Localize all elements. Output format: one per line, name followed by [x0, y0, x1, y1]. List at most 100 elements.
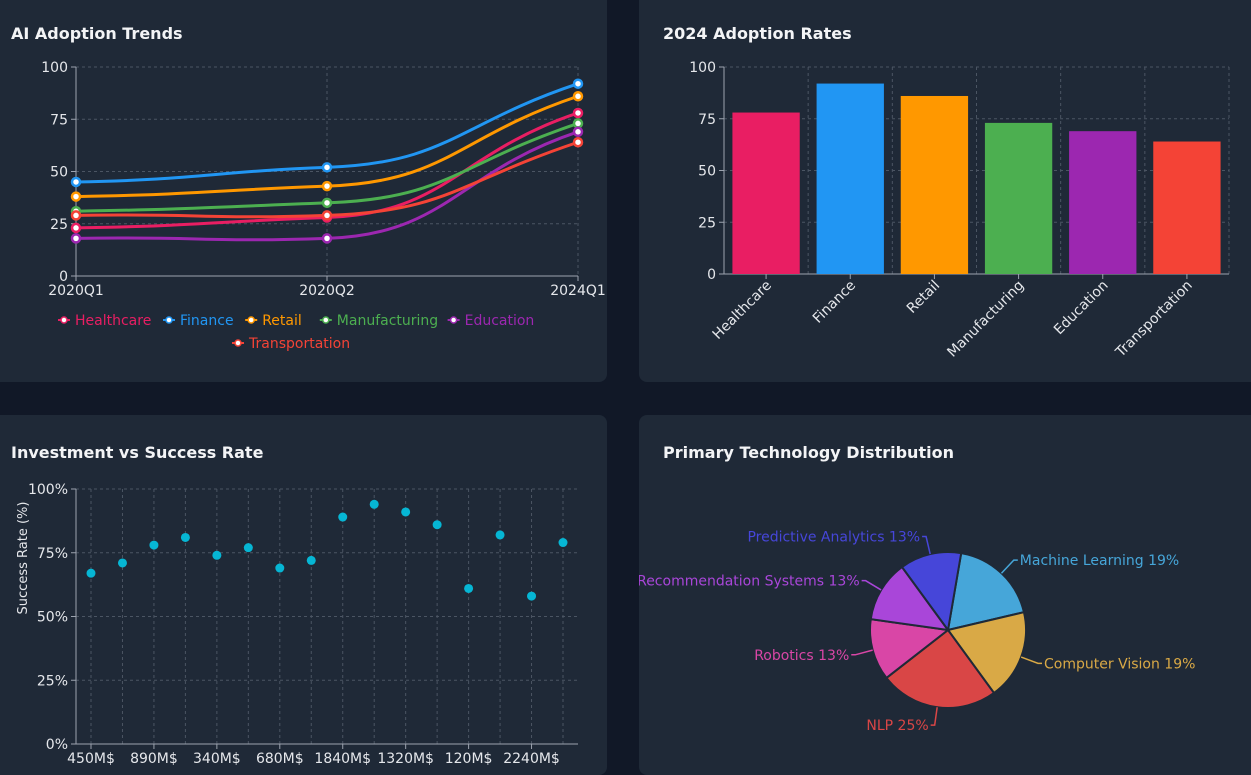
scatter-point	[243, 543, 253, 553]
scatter-point	[212, 550, 222, 560]
scatter-point	[401, 507, 411, 517]
x-tick-label: 450M$	[67, 751, 115, 767]
x-tick-label: Manufacturing	[944, 278, 1027, 361]
x-tick-label: 340M$	[193, 751, 241, 767]
y-tick-label: 25%	[37, 673, 68, 689]
pie-slice	[885, 628, 996, 709]
legend-swatch-dot	[247, 316, 255, 324]
pie-leader-line	[1020, 656, 1043, 665]
trends-card: AI Adoption Trends 0 25 50 75 100 2020Q1 2020Q…	[0, 0, 607, 382]
y-axis-label: Success Rate (%)	[16, 502, 31, 615]
scatter-point	[495, 530, 505, 540]
distribution-chart: Machine Learning 19% Computer Vision 19% N…	[639, 530, 1195, 735]
data-point	[70, 233, 82, 244]
bar-manufacturing	[984, 122, 1053, 274]
x-tick-label: 2024Q1	[550, 283, 606, 299]
x-tick-label: Education	[1051, 278, 1112, 339]
y-tick-label: 100	[689, 60, 716, 76]
x-tick-label: 2020Q1	[48, 283, 104, 299]
scatter-point	[558, 538, 568, 548]
y-tick-label: 50	[50, 165, 68, 181]
pie-leader-line	[922, 535, 931, 555]
pie-label: Robotics 13%	[754, 648, 849, 664]
y-tick-label: 0	[707, 267, 716, 283]
data-point	[70, 222, 82, 234]
x-tick-label: 1320M$	[377, 751, 434, 767]
legend-item-retail: Retail	[262, 313, 302, 329]
scatter-point	[86, 568, 96, 578]
data-point	[572, 91, 584, 102]
bar-education	[1069, 131, 1137, 274]
legend-item-education: Education	[465, 313, 535, 329]
bar-retail	[900, 95, 969, 274]
y-tick-label: 0	[59, 269, 68, 285]
data-point	[321, 197, 333, 209]
pie-leader-line	[1000, 559, 1018, 574]
data-point	[70, 176, 82, 188]
rates-title: 2024 Adoption Rates	[663, 24, 852, 43]
x-tick-label: 1840M$	[314, 751, 371, 767]
legend-swatch-dot	[234, 339, 242, 347]
data-point	[321, 180, 333, 192]
trends-title: AI Adoption Trends	[11, 24, 183, 43]
pie-label: NLP 25%	[866, 718, 928, 734]
scatter-point	[275, 563, 285, 573]
data-point	[572, 107, 584, 119]
data-point	[572, 118, 584, 129]
x-tick-label: 2020Q2	[299, 283, 355, 299]
x-tick-label: 120M$	[445, 751, 493, 767]
trends-chart: 0 25 50 75 100 2020Q1 2020Q2 2024Q1 Healthcare Fi…	[41, 60, 606, 352]
data-point	[321, 162, 333, 173]
data-point	[572, 136, 584, 148]
pie-leader-line	[851, 649, 873, 656]
x-tick-label: 2240M$	[503, 751, 560, 767]
y-tick-label: 75	[50, 112, 68, 128]
distribution-title: Primary Technology Distribution	[663, 443, 954, 462]
y-tick-label: 100	[41, 60, 68, 76]
pie-slice	[869, 618, 951, 680]
legend-item-healthcare: Healthcare	[75, 313, 151, 329]
scatter-point	[306, 555, 316, 565]
x-tick-label: Finance	[810, 278, 859, 327]
pie-leader-line	[930, 707, 938, 726]
y-tick-label: 25	[698, 215, 716, 231]
y-tick-label: 25	[50, 217, 68, 233]
y-tick-label: 100%	[28, 482, 68, 498]
distribution-card: Primary Technology Distribution Machine …	[639, 415, 1251, 775]
y-tick-label: 50%	[37, 610, 68, 626]
data-point	[321, 210, 333, 221]
legend-item-manufacturing: Manufacturing	[337, 313, 438, 329]
bar-transportation	[1153, 141, 1221, 274]
legend-item-finance: Finance	[180, 313, 234, 329]
data-point	[321, 233, 333, 244]
pie-label: Computer Vision 19%	[1044, 656, 1195, 672]
pie-label: Recommendation Systems 13%	[639, 574, 860, 590]
x-tick-label: Retail	[904, 278, 943, 317]
data-point	[70, 191, 82, 202]
pie-label: Machine Learning 19%	[1020, 553, 1179, 569]
data-point	[572, 126, 584, 138]
y-tick-label: 0%	[46, 737, 68, 753]
scatter-point	[149, 540, 159, 550]
x-tick-label: Transportation	[1112, 278, 1196, 362]
scatter-point	[338, 512, 348, 522]
investment-card: Investment vs Success Rate 0% 25% 50% 75% 10…	[0, 415, 607, 775]
rates-card: 2024 Adoption Rates 0 25 50 75 100 Healthcare…	[639, 0, 1251, 382]
investment-chart: 0% 25% 50% 75% 100% 450M$ 890M$ 340M$ 680M$ 1840M…	[16, 482, 578, 767]
pie-label: Predictive Analytics 13%	[747, 530, 920, 546]
investment-title: Investment vs Success Rate	[11, 443, 264, 462]
legend-swatch-dot	[60, 316, 68, 324]
bar-finance	[816, 83, 884, 274]
legend-swatch-dot	[165, 316, 173, 324]
x-tick-label: 680M$	[256, 751, 304, 767]
legend-item-transportation: Transportation	[248, 336, 350, 352]
scatter-point	[432, 520, 442, 530]
y-tick-label: 50	[698, 164, 716, 180]
x-tick-label: Healthcare	[710, 278, 775, 343]
y-tick-label: 75%	[37, 546, 68, 562]
legend-swatch-dot	[449, 316, 458, 324]
scatter-point	[369, 499, 379, 509]
rates-chart: 0 25 50 75 100 Healthcare Finance Retail Manufac…	[689, 60, 1230, 362]
x-tick-label: 890M$	[130, 751, 178, 767]
pie-slice	[900, 551, 963, 633]
